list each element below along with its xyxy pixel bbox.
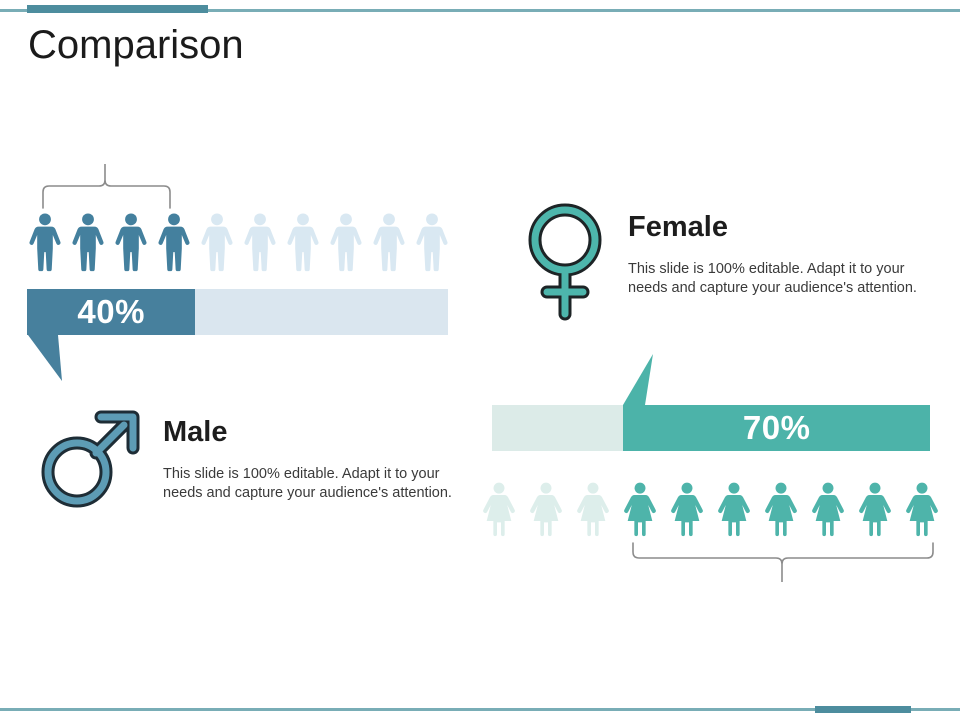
- female-person-icon-filled: [619, 482, 661, 539]
- male-description: This slide is 100% editable. Adapt it to…: [163, 466, 452, 502]
- female-person-icon-empty: [525, 482, 567, 539]
- female-gender-icon: [528, 203, 602, 321]
- female-callout-tail: [623, 354, 653, 405]
- female-person-icon-filled: [760, 482, 802, 539]
- male-text-block: Male This slide is 100% editable. Adapt …: [163, 418, 475, 504]
- male-person-icon-empty: [240, 210, 280, 276]
- female-bar-track: [492, 405, 624, 451]
- top-accent-rule: [0, 9, 960, 12]
- male-callout-tail: [28, 335, 62, 381]
- male-person-icon-filled: [154, 210, 194, 276]
- male-gender-icon: [41, 410, 140, 508]
- male-person-icon-empty: [369, 210, 409, 276]
- female-person-icon-filled: [713, 482, 755, 539]
- slide-title: Comparison: [28, 23, 244, 67]
- female-percent-bar: 70%: [492, 405, 930, 451]
- bottom-accent-rule: [0, 708, 960, 711]
- female-text-block: Female This slide is 100% editable. Adap…: [628, 213, 940, 299]
- male-person-icon-empty: [283, 210, 323, 276]
- bottom-accent-rule-thick: [815, 706, 911, 713]
- female-person-icon-filled: [807, 482, 849, 539]
- male-person-icon-filled: [111, 210, 151, 276]
- top-accent-rule-thick: [27, 5, 208, 13]
- female-pictogram-row: [478, 482, 943, 539]
- male-percent-label: 40%: [77, 293, 145, 330]
- male-person-icon-empty: [412, 210, 452, 276]
- male-person-icon-empty: [197, 210, 237, 276]
- male-person-icon-empty: [326, 210, 366, 276]
- female-person-icon-empty: [478, 482, 520, 539]
- female-group-bracket: [632, 542, 934, 582]
- female-description: This slide is 100% editable. Adapt it to…: [628, 261, 917, 297]
- male-group-bracket: [42, 164, 171, 209]
- male-person-icon-filled: [25, 210, 65, 276]
- male-percent-bar: 40%: [27, 289, 448, 335]
- female-bar-fill: 70%: [623, 405, 930, 451]
- male-person-icon-filled: [68, 210, 108, 276]
- male-pictogram-row: [25, 210, 452, 276]
- male-bar-track: [195, 289, 448, 335]
- female-percent-label: 70%: [742, 409, 811, 446]
- male-heading: Male: [163, 416, 228, 448]
- male-bar-fill: 40%: [27, 289, 196, 335]
- female-heading: Female: [628, 211, 728, 243]
- female-person-icon-filled: [901, 482, 943, 539]
- female-person-icon-empty: [572, 482, 614, 539]
- female-person-icon-filled: [666, 482, 708, 539]
- female-person-icon-filled: [854, 482, 896, 539]
